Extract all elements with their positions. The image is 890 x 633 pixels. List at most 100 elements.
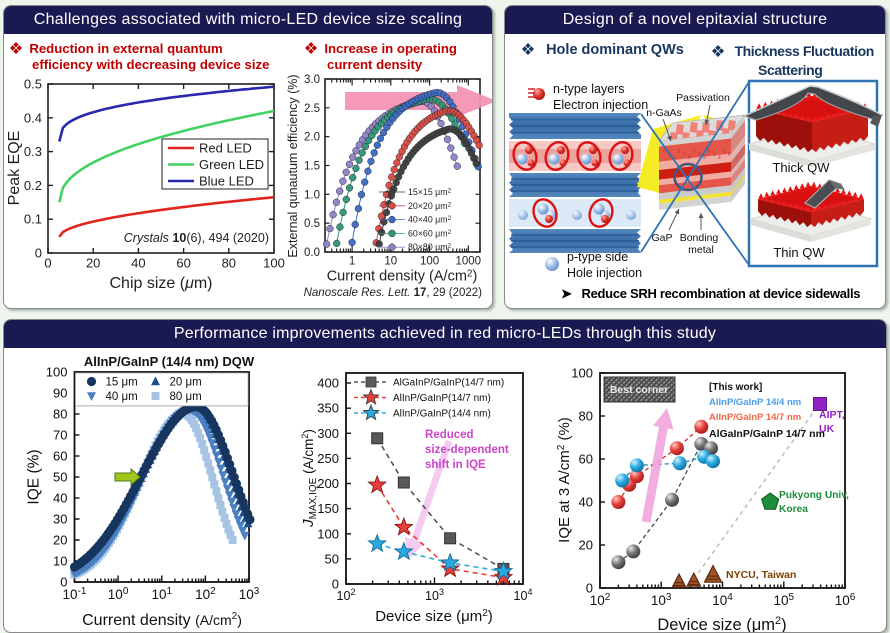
svg-text:UK: UK xyxy=(819,423,835,435)
svg-text:Best corner: Best corner xyxy=(610,384,668,396)
svg-text:40: 40 xyxy=(53,491,67,506)
svg-text:0.4: 0.4 xyxy=(24,110,42,125)
svg-text:40: 40 xyxy=(131,256,145,271)
svg-text:60: 60 xyxy=(176,256,190,271)
svg-text:80 μm: 80 μm xyxy=(170,391,202,403)
svg-text:NYCU, Taiwan: NYCU, Taiwan xyxy=(726,569,796,581)
svg-text:0.3: 0.3 xyxy=(24,144,42,159)
svg-text:60×60 μm2: 60×60 μm2 xyxy=(408,228,452,238)
svg-text:70: 70 xyxy=(53,428,67,443)
svg-text:0.2: 0.2 xyxy=(24,178,42,193)
svg-text:AlInP/GaInP(14/4 nm): AlInP/GaInP(14/4 nm) xyxy=(393,409,491,420)
svg-text:105: 105 xyxy=(774,592,795,608)
svg-text:Korea: Korea xyxy=(779,504,808,515)
svg-text:metal: metal xyxy=(688,244,714,256)
svg-text:0: 0 xyxy=(60,575,67,590)
svg-text:15 μm: 15 μm xyxy=(106,377,138,389)
svg-text:AlInP/GaInP 14/7 nm: AlInP/GaInP 14/7 nm xyxy=(709,412,801,423)
svg-text:1: 1 xyxy=(349,256,355,268)
svg-text:0: 0 xyxy=(586,581,593,596)
svg-text:103: 103 xyxy=(425,587,444,603)
svg-text:10: 10 xyxy=(53,554,67,569)
svg-text:10-1: 10-1 xyxy=(63,586,87,602)
svg-text:15×15 μm2: 15×15 μm2 xyxy=(408,187,452,197)
svg-text:40: 40 xyxy=(579,495,593,510)
svg-text:Reduced: Reduced xyxy=(425,429,474,441)
svg-text:102: 102 xyxy=(195,586,216,602)
svg-text:n-GaAs: n-GaAs xyxy=(646,107,682,119)
svg-text:60: 60 xyxy=(53,449,67,464)
svg-text:Chip size (μm): Chip size (μm) xyxy=(110,275,213,292)
svg-text:50: 50 xyxy=(325,551,339,566)
svg-text:0.5: 0.5 xyxy=(304,218,320,230)
svg-text:0.5: 0.5 xyxy=(24,77,42,92)
svg-text:250: 250 xyxy=(317,451,339,466)
svg-text:Pukyong Univ,: Pukyong Univ, xyxy=(779,490,849,501)
svg-text:0: 0 xyxy=(44,256,51,271)
svg-text:shift in IQE: shift in IQE xyxy=(425,459,486,471)
svg-text:150: 150 xyxy=(317,501,339,516)
svg-text:20: 20 xyxy=(86,256,100,271)
svg-text:JMAX,IQE (A/cm2): JMAX,IQE (A/cm2) xyxy=(300,429,319,528)
svg-text:104: 104 xyxy=(712,592,733,608)
svg-text:30: 30 xyxy=(53,512,67,527)
svg-text:Green LED: Green LED xyxy=(199,157,264,172)
svg-text:3.0: 3.0 xyxy=(304,74,320,86)
svg-text:20: 20 xyxy=(53,533,67,548)
svg-text:1.0: 1.0 xyxy=(304,189,320,201)
svg-text:Red LED: Red LED xyxy=(199,141,252,156)
svg-text:size-dependent: size-dependent xyxy=(425,444,509,456)
svg-text:2.5: 2.5 xyxy=(304,103,320,115)
svg-text:80: 80 xyxy=(222,256,236,271)
svg-text:200: 200 xyxy=(317,476,339,491)
svg-text:60: 60 xyxy=(579,452,593,467)
svg-text:Crystals 10(6), 494 (2020): Crystals 10(6), 494 (2020) xyxy=(124,231,269,245)
svg-text:100: 100 xyxy=(46,365,68,380)
svg-text:100: 100 xyxy=(108,586,129,602)
svg-text:80: 80 xyxy=(579,409,593,424)
svg-text:Peak EQE: Peak EQE xyxy=(6,131,23,206)
svg-text:0.0: 0.0 xyxy=(304,247,320,259)
svg-text:AlInP/GaInP 14/4 nm: AlInP/GaInP 14/4 nm xyxy=(709,397,801,408)
svg-text:AIPT,: AIPT, xyxy=(819,409,845,421)
svg-text:102: 102 xyxy=(337,587,356,603)
svg-text:100: 100 xyxy=(571,366,593,381)
svg-text:20: 20 xyxy=(579,538,593,553)
svg-text:300: 300 xyxy=(317,426,339,441)
svg-text:20 μm: 20 μm xyxy=(170,377,202,389)
svg-text:Electron injection: Electron injection xyxy=(553,98,648,112)
svg-text:2.0: 2.0 xyxy=(304,132,320,144)
svg-text:1.5: 1.5 xyxy=(304,161,320,173)
svg-text:106: 106 xyxy=(835,592,856,608)
svg-text:400: 400 xyxy=(317,376,339,391)
svg-text:Thin QW: Thin QW xyxy=(773,245,825,260)
svg-text:n-type layers: n-type layers xyxy=(553,82,625,96)
svg-text:104: 104 xyxy=(514,587,533,603)
svg-text:AlInP/GaInP(14/7 nm): AlInP/GaInP(14/7 nm) xyxy=(393,393,491,404)
svg-text:Hole injection: Hole injection xyxy=(567,266,642,280)
svg-text:Device size (μm2): Device size (μm2) xyxy=(657,615,786,632)
svg-text:10: 10 xyxy=(384,256,397,268)
svg-text:350: 350 xyxy=(317,401,339,416)
svg-text:40×40 μm2: 40×40 μm2 xyxy=(408,215,452,225)
svg-text:Bonding: Bonding xyxy=(680,232,719,244)
svg-text:Blue LED: Blue LED xyxy=(199,174,254,189)
svg-text:0: 0 xyxy=(332,577,339,592)
svg-text:GaP: GaP xyxy=(651,232,672,244)
svg-text:80×80 μm2: 80×80 μm2 xyxy=(408,242,452,252)
svg-text:Current density (A/cm2): Current density (A/cm2) xyxy=(327,269,478,285)
svg-text:90: 90 xyxy=(53,386,67,401)
svg-text:Thick QW: Thick QW xyxy=(772,160,830,175)
svg-text:AlGaInP/GaInP 14/7 nm: AlGaInP/GaInP 14/7 nm xyxy=(709,428,825,440)
svg-text:1000: 1000 xyxy=(456,256,482,268)
svg-text:Device size (μm2): Device size (μm2) xyxy=(375,608,493,625)
svg-text:IQE (%): IQE (%) xyxy=(26,449,43,504)
svg-text:101: 101 xyxy=(152,586,173,602)
svg-text:80: 80 xyxy=(53,407,67,422)
svg-text:40 μm: 40 μm xyxy=(106,391,138,403)
svg-text:102: 102 xyxy=(590,592,611,608)
svg-text:100: 100 xyxy=(317,526,339,541)
svg-text:100: 100 xyxy=(263,256,285,271)
svg-text:20×20 μm2: 20×20 μm2 xyxy=(408,201,452,211)
svg-text:External qunautum efficiency (: External qunautum efficiency (%) xyxy=(286,74,300,257)
